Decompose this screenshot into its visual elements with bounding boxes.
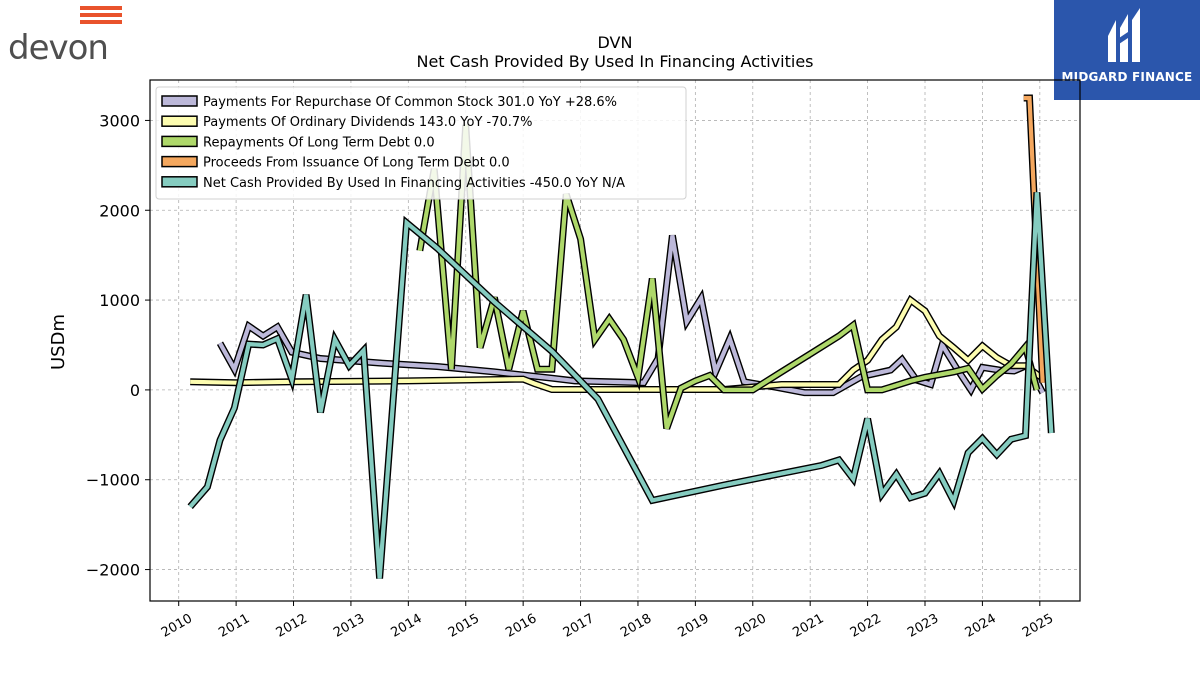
- x-tick-label: 2017: [561, 611, 597, 641]
- y-tick-label: −2000: [86, 561, 140, 580]
- devon-logo: devon: [4, 4, 128, 68]
- midgard-logo-text: MIDGARD FINANCE: [1061, 70, 1193, 84]
- series-line: [188, 192, 1054, 579]
- chart-subtitle: Net Cash Provided By Used In Financing A…: [416, 52, 814, 71]
- legend-entry: Net Cash Provided By Used In Financing A…: [203, 176, 625, 191]
- y-tick-label: 3000: [99, 111, 140, 130]
- midgard-finance-logo: MIDGARD FINANCE: [1054, 0, 1200, 100]
- legend-swatch: [161, 155, 198, 168]
- x-tick-label: 2025: [1020, 611, 1056, 641]
- x-tick-label: 2015: [446, 611, 482, 641]
- y-tick-label: −1000: [86, 471, 140, 490]
- x-tick-label: 2019: [676, 611, 712, 641]
- series-1: [190, 294, 1042, 393]
- y-tick-label: 2000: [99, 201, 140, 220]
- midgard-logo-mark-icon: [1108, 8, 1140, 62]
- devon-logo-text: devon: [8, 28, 109, 68]
- plot-frame: [149, 79, 1081, 602]
- series-line: [417, 124, 1039, 430]
- legend-entry: Proceeds From Issuance Of Long Term Debt…: [203, 156, 510, 171]
- y-tick-label: 0: [130, 381, 140, 400]
- x-tick-label: 2024: [963, 611, 999, 641]
- chart-title: DVN: [597, 33, 633, 52]
- x-tick-label: 2021: [790, 611, 826, 641]
- legend-swatch: [161, 135, 198, 148]
- devon-logo-bars-icon: [80, 6, 122, 24]
- legend-entry: Payments Of Ordinary Dividends 143.0 YoY…: [203, 115, 533, 130]
- legend: Payments For Repurchase Of Common Stock …: [155, 86, 687, 200]
- legend-box: [155, 86, 687, 200]
- x-tick-label: 2023: [905, 611, 941, 641]
- x-tick-label: 2022: [848, 611, 884, 641]
- x-tick-label: 2016: [503, 611, 539, 641]
- x-tick-label: 2014: [389, 611, 425, 641]
- x-tick-label: 2011: [216, 611, 252, 641]
- y-axis-label: USDm: [48, 314, 69, 370]
- x-tick-label: 2020: [733, 611, 769, 641]
- series-lines: [187, 94, 1055, 579]
- legend-entry: Repayments Of Long Term Debt 0.0: [203, 135, 435, 150]
- legend-swatch: [161, 176, 198, 188]
- x-tick-label: 2012: [274, 611, 310, 641]
- series-4: [187, 192, 1055, 579]
- legend-swatch: [161, 115, 198, 127]
- x-tick-label: 2018: [618, 611, 654, 641]
- series-3: [1023, 94, 1047, 383]
- y-tick-label: 1000: [99, 291, 140, 310]
- series-line: [1023, 95, 1045, 383]
- x-tick-label: 2010: [159, 611, 195, 641]
- x-tick-label: 2013: [331, 611, 367, 641]
- series-2: [416, 124, 1041, 430]
- series-line: [190, 296, 1042, 392]
- legend-entry: Payments For Repurchase Of Common Stock …: [203, 95, 617, 110]
- legend-swatch: [161, 95, 198, 107]
